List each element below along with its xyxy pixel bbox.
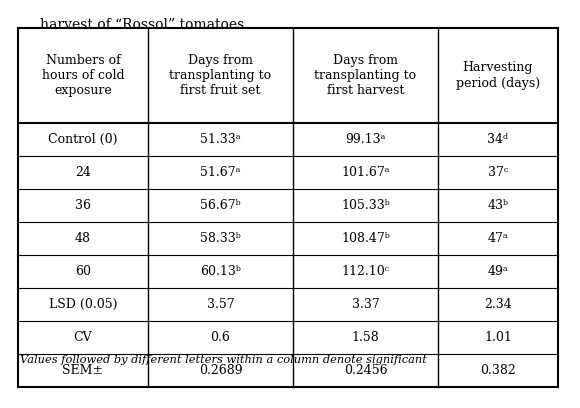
Text: Control (0): Control (0) xyxy=(48,133,118,146)
Text: 1.01: 1.01 xyxy=(484,331,512,344)
Text: SEM±: SEM± xyxy=(63,364,104,377)
Text: CV: CV xyxy=(74,331,92,344)
Text: 105.33ᵇ: 105.33ᵇ xyxy=(341,199,390,212)
Text: 43ᵇ: 43ᵇ xyxy=(488,199,509,212)
Text: Numbers of
hours of cold
exposure: Numbers of hours of cold exposure xyxy=(42,54,124,97)
Text: 101.67ᵃ: 101.67ᵃ xyxy=(341,166,390,179)
Text: 49ᵃ: 49ᵃ xyxy=(488,265,509,278)
Text: 0.2456: 0.2456 xyxy=(344,364,387,377)
Text: 47ᵃ: 47ᵃ xyxy=(488,232,509,245)
Text: 0.2689: 0.2689 xyxy=(199,364,242,377)
Text: 3.57: 3.57 xyxy=(206,298,234,311)
Text: Days from
transplanting to
first fruit set: Days from transplanting to first fruit s… xyxy=(169,54,271,97)
Text: 56.67ᵇ: 56.67ᵇ xyxy=(200,199,241,212)
Text: 2.34: 2.34 xyxy=(484,298,512,311)
Text: Days from
transplanting to
first harvest: Days from transplanting to first harvest xyxy=(314,54,416,97)
Text: 48: 48 xyxy=(75,232,91,245)
Text: Values followed by different letters within a column denote significant: Values followed by different letters wit… xyxy=(20,355,427,365)
Text: 60: 60 xyxy=(75,265,91,278)
Text: 108.47ᵇ: 108.47ᵇ xyxy=(341,232,390,245)
Text: 51.33ᵃ: 51.33ᵃ xyxy=(200,133,241,146)
Text: 36: 36 xyxy=(75,199,91,212)
Text: 51.67ᵃ: 51.67ᵃ xyxy=(200,166,241,179)
Text: 3.37: 3.37 xyxy=(351,298,379,311)
Text: 0.382: 0.382 xyxy=(480,364,516,377)
Text: LSD (0.05): LSD (0.05) xyxy=(49,298,117,311)
Text: 34ᵈ: 34ᵈ xyxy=(488,133,509,146)
Text: 1.58: 1.58 xyxy=(351,331,379,344)
Text: 37ᶜ: 37ᶜ xyxy=(488,166,508,179)
Text: 112.10ᶜ: 112.10ᶜ xyxy=(342,265,390,278)
Text: 60.13ᵇ: 60.13ᵇ xyxy=(200,265,241,278)
Text: Harvesting
period (days): Harvesting period (days) xyxy=(456,62,540,89)
Text: 0.6: 0.6 xyxy=(211,331,230,344)
Text: 24: 24 xyxy=(75,166,91,179)
Text: 58.33ᵇ: 58.33ᵇ xyxy=(200,232,241,245)
Text: harvest of “Rossol” tomatoes: harvest of “Rossol” tomatoes xyxy=(40,18,244,32)
Text: 99.13ᵃ: 99.13ᵃ xyxy=(345,133,386,146)
